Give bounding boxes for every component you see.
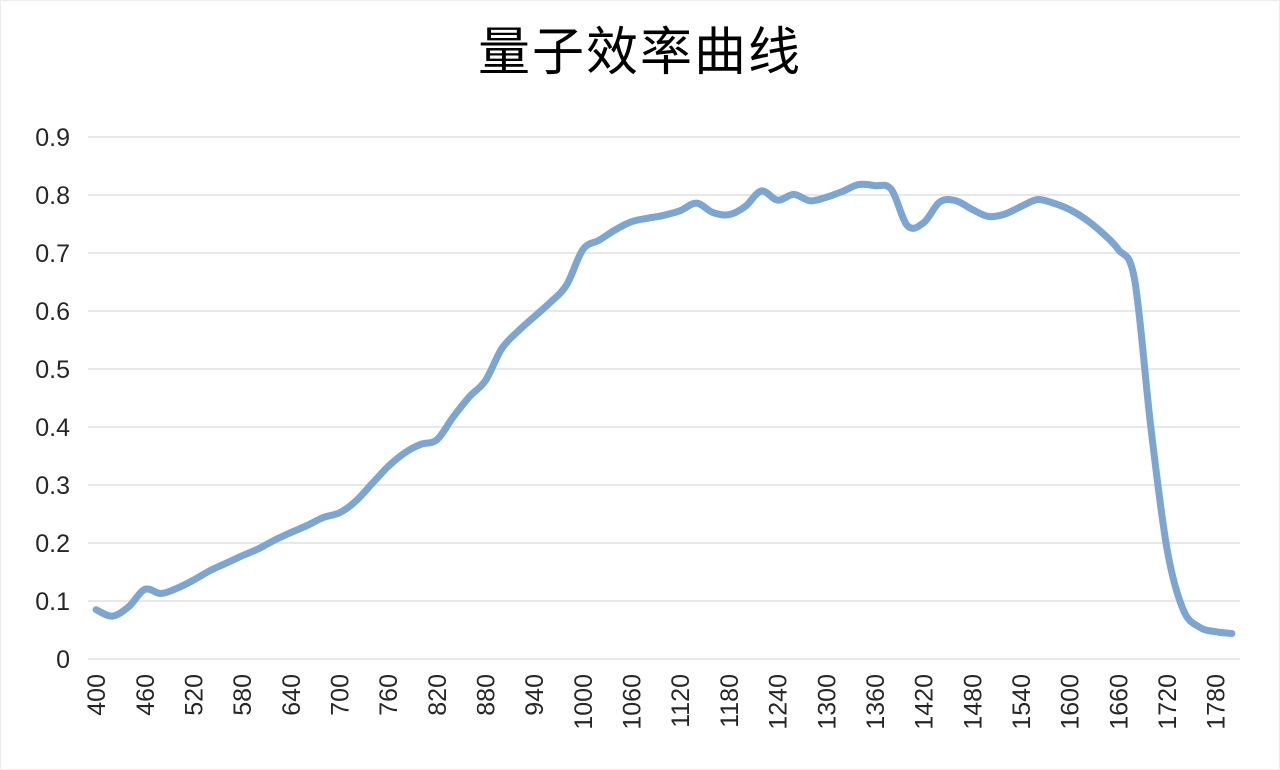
y-tick-label: 0.8 (35, 182, 70, 210)
x-tick-label: 760 (375, 674, 403, 716)
qe-curve-line (92, 180, 1236, 637)
x-tick-label: 820 (424, 674, 452, 716)
x-tick-label: 520 (181, 674, 209, 716)
y-tick-label: 0.3 (35, 472, 70, 500)
x-tick-label: 1480 (959, 674, 987, 730)
x-tick-label: 1720 (1154, 674, 1182, 730)
x-tick-label: 1180 (716, 674, 744, 728)
x-tick-label: 940 (521, 674, 549, 716)
y-tick-label: 0 (56, 646, 70, 674)
x-tick-label: 700 (327, 674, 355, 716)
x-tick-label: 880 (473, 674, 501, 716)
x-tick-label: 1300 (813, 674, 841, 730)
x-tick-label: 1060 (619, 674, 647, 730)
x-tick-label: 1000 (570, 674, 598, 730)
x-tick-label: 400 (83, 674, 111, 716)
y-tick-label: 0.4 (35, 414, 70, 442)
x-tick-label: 640 (278, 674, 306, 716)
x-tick-label: 1360 (862, 674, 890, 730)
x-tick-label: 1120 (667, 674, 695, 728)
x-tick-label: 1600 (1057, 674, 1085, 730)
x-tick-label: 1660 (1105, 674, 1133, 730)
x-tick-label: 580 (229, 674, 257, 716)
x-tick-label: 1420 (911, 674, 939, 730)
x-tick-label: 460 (132, 674, 160, 716)
y-tick-label: 0.9 (35, 124, 70, 152)
chart-title: 量子效率曲线 (477, 25, 802, 82)
x-tick-label: 1540 (1008, 674, 1036, 730)
y-tick-label: 0.2 (35, 530, 70, 558)
x-tick-label: 1780 (1203, 674, 1231, 730)
y-tick-label: 0.6 (35, 298, 70, 326)
y-tick-label: 0.1 (35, 588, 70, 616)
y-tick-label: 0.7 (35, 240, 70, 268)
y-tick-label: 0.5 (35, 356, 70, 384)
x-tick-label: 1240 (765, 674, 793, 730)
